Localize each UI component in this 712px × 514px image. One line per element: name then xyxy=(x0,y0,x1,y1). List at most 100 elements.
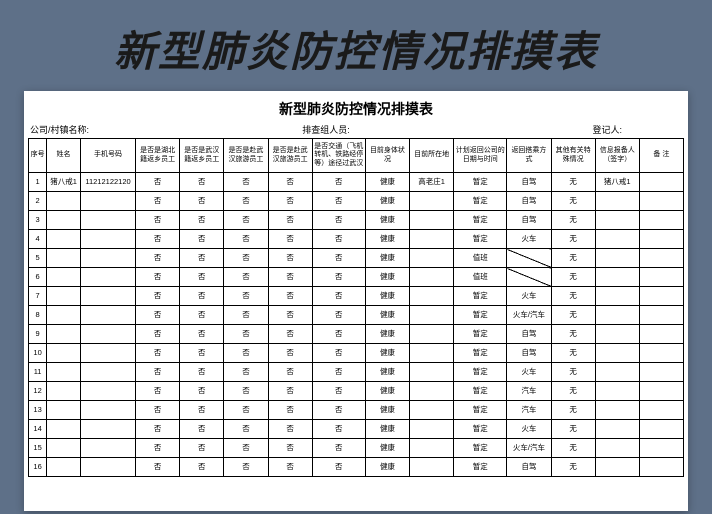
cell-note xyxy=(639,382,683,401)
cell-ride: 自驾 xyxy=(507,344,551,363)
cell-plan: 暂定 xyxy=(454,363,507,382)
cell-note xyxy=(639,192,683,211)
cell-e: 否 xyxy=(312,344,365,363)
cell-a: 否 xyxy=(136,249,180,268)
cell-loc xyxy=(410,382,454,401)
cell-e: 否 xyxy=(312,173,365,192)
cell-a: 否 xyxy=(136,458,180,477)
col-header-11: 返回搭乘方式 xyxy=(507,139,551,173)
cell-d: 否 xyxy=(268,420,312,439)
cell-other: 无 xyxy=(551,401,595,420)
cell-loc xyxy=(410,306,454,325)
cell-sign xyxy=(595,249,639,268)
cell-c: 否 xyxy=(224,420,268,439)
cell-note xyxy=(639,344,683,363)
cell-d: 否 xyxy=(268,192,312,211)
cell-name xyxy=(47,211,81,230)
cell-d: 否 xyxy=(268,268,312,287)
cell-phone xyxy=(80,287,135,306)
cell-phone xyxy=(80,249,135,268)
cell-plan: 值班 xyxy=(454,249,507,268)
cell-idx: 15 xyxy=(29,439,47,458)
cell-name xyxy=(47,344,81,363)
cell-b: 否 xyxy=(180,363,224,382)
cell-note xyxy=(639,458,683,477)
cell-plan: 暂定 xyxy=(454,458,507,477)
table-row: 13否否否否否健康暂定汽车无 xyxy=(29,401,684,420)
cell-b: 否 xyxy=(180,173,224,192)
cell-sign xyxy=(595,420,639,439)
cell-b: 否 xyxy=(180,249,224,268)
cell-sign xyxy=(595,306,639,325)
cell-ride: 火车/汽车 xyxy=(507,306,551,325)
cell-other: 无 xyxy=(551,458,595,477)
cell-loc: 高老庄1 xyxy=(410,173,454,192)
cell-health: 健康 xyxy=(365,382,409,401)
cell-a: 否 xyxy=(136,344,180,363)
cell-health: 健康 xyxy=(365,173,409,192)
cell-b: 否 xyxy=(180,287,224,306)
col-header-4: 是否是武汉籍返乡员工 xyxy=(180,139,224,173)
cell-health: 健康 xyxy=(365,439,409,458)
cell-loc xyxy=(410,458,454,477)
table-row: 11否否否否否健康暂定火车无 xyxy=(29,363,684,382)
cell-sign xyxy=(595,230,639,249)
cell-idx: 16 xyxy=(29,458,47,477)
cell-ride: 自驾 xyxy=(507,192,551,211)
cell-other: 无 xyxy=(551,268,595,287)
cell-b: 否 xyxy=(180,458,224,477)
cell-idx: 3 xyxy=(29,211,47,230)
cell-c: 否 xyxy=(224,211,268,230)
cell-plan: 暂定 xyxy=(454,287,507,306)
cell-name xyxy=(47,458,81,477)
cell-a: 否 xyxy=(136,439,180,458)
col-header-0: 序号 xyxy=(29,139,47,173)
cell-phone: 11212122120 xyxy=(80,173,135,192)
cell-name xyxy=(47,249,81,268)
cell-sign xyxy=(595,401,639,420)
cell-other: 无 xyxy=(551,249,595,268)
cell-idx: 11 xyxy=(29,363,47,382)
cell-sign xyxy=(595,439,639,458)
table-row: 5否否否否否健康值班无 xyxy=(29,249,684,268)
col-header-12: 其他有关特殊情况 xyxy=(551,139,595,173)
cell-other: 无 xyxy=(551,306,595,325)
cell-phone xyxy=(80,382,135,401)
cell-phone xyxy=(80,344,135,363)
cell-idx: 5 xyxy=(29,249,47,268)
cell-e: 否 xyxy=(312,420,365,439)
cell-d: 否 xyxy=(268,439,312,458)
cell-sign xyxy=(595,382,639,401)
cell-b: 否 xyxy=(180,325,224,344)
cell-note xyxy=(639,325,683,344)
cell-a: 否 xyxy=(136,230,180,249)
cell-d: 否 xyxy=(268,211,312,230)
cell-idx: 10 xyxy=(29,344,47,363)
cell-ride: 汽车 xyxy=(507,382,551,401)
cell-plan: 暂定 xyxy=(454,420,507,439)
table-body: 1猪八戒111212122120否否否否否健康高老庄1暂定自驾无猪八戒12否否否… xyxy=(29,173,684,477)
cell-d: 否 xyxy=(268,287,312,306)
cell-idx: 9 xyxy=(29,325,47,344)
cell-phone xyxy=(80,306,135,325)
cell-loc xyxy=(410,344,454,363)
cell-name xyxy=(47,230,81,249)
cell-health: 健康 xyxy=(365,249,409,268)
cell-loc xyxy=(410,401,454,420)
cell-loc xyxy=(410,420,454,439)
subheader: 公司/村镇名称: 排查组人员: 登记人: xyxy=(28,123,684,138)
cell-loc xyxy=(410,439,454,458)
cell-d: 否 xyxy=(268,382,312,401)
cell-loc xyxy=(410,211,454,230)
cell-d: 否 xyxy=(268,173,312,192)
cell-a: 否 xyxy=(136,382,180,401)
table-row: 4否否否否否健康暂定火车无 xyxy=(29,230,684,249)
cell-b: 否 xyxy=(180,211,224,230)
table-row: 1猪八戒111212122120否否否否否健康高老庄1暂定自驾无猪八戒1 xyxy=(29,173,684,192)
cell-sign xyxy=(595,211,639,230)
cell-loc xyxy=(410,268,454,287)
table-row: 12否否否否否健康暂定汽车无 xyxy=(29,382,684,401)
col-header-9: 目前所在地 xyxy=(410,139,454,173)
cell-health: 健康 xyxy=(365,192,409,211)
cell-e: 否 xyxy=(312,230,365,249)
